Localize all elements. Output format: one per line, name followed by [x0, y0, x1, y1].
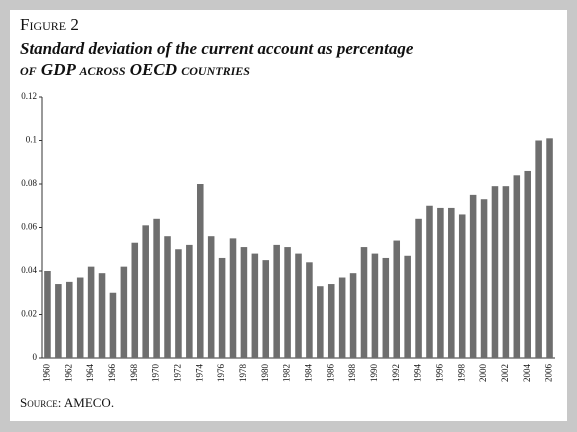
x-tick-label: 1972 [172, 364, 182, 382]
bar [317, 286, 324, 358]
bar [415, 218, 422, 358]
bar [480, 199, 488, 358]
y-tick-label: 0.02 [21, 309, 37, 319]
bar [98, 273, 106, 358]
bar [382, 257, 390, 358]
x-tick-label: 1986 [325, 364, 335, 383]
bar [491, 186, 499, 358]
x-tick-label: 1974 [194, 364, 204, 383]
bar [142, 225, 149, 358]
chart-title: Standard deviation of the current accoun… [20, 39, 414, 58]
bar [448, 207, 455, 358]
bar [153, 218, 160, 358]
y-tick-label: 0 [33, 352, 38, 362]
bar [393, 240, 401, 358]
bar [44, 271, 51, 358]
bar [404, 255, 411, 358]
x-tick-label: 1960 [42, 364, 52, 383]
bar [513, 175, 521, 358]
figure-label: Figure 2 [20, 15, 79, 34]
y-tick-label: 0.12 [21, 91, 37, 101]
x-tick-label: 1988 [347, 364, 357, 383]
y-tick-label: 0.06 [21, 222, 37, 232]
bar [273, 244, 280, 358]
x-tick-label: 2002 [500, 364, 510, 382]
bar [218, 257, 226, 358]
bar [55, 284, 62, 358]
x-tick-label: 2004 [522, 364, 532, 383]
chart-title-line2: of GDP across OECD countries [20, 60, 250, 79]
bar [229, 238, 237, 358]
bar [371, 253, 379, 358]
bar [284, 247, 291, 358]
bar [240, 247, 248, 358]
x-tick-label: 1984 [303, 364, 313, 383]
bar [349, 273, 357, 358]
bar [360, 247, 368, 358]
x-tick-label: 1976 [216, 364, 226, 383]
bar [66, 281, 73, 358]
bar [327, 284, 335, 358]
x-tick-label: 1970 [151, 364, 161, 383]
x-tick-label: 1982 [282, 364, 292, 382]
bar [109, 292, 117, 358]
bar [196, 184, 204, 358]
bar [546, 138, 553, 358]
bar [426, 205, 433, 358]
bar [524, 170, 531, 358]
x-tick-label: 1990 [369, 364, 379, 383]
y-tick-label: 0.1 [26, 135, 37, 145]
x-tick-label: 1994 [413, 364, 423, 383]
x-tick-label: 1996 [434, 364, 444, 383]
x-tick-label: 2006 [544, 364, 554, 383]
bar [458, 214, 466, 358]
y-tick-label: 0.04 [21, 265, 37, 275]
x-tick-label: 1978 [238, 364, 248, 383]
bar [164, 236, 171, 358]
bar [87, 266, 95, 358]
bar [469, 194, 477, 358]
x-tick-label: 1962 [63, 364, 73, 382]
x-tick-label: 1968 [129, 364, 139, 383]
bar [131, 242, 139, 358]
bar [251, 253, 259, 358]
source: Source: AMECO. [20, 395, 114, 410]
bar [262, 260, 270, 358]
x-tick-label: 1966 [107, 364, 117, 383]
bar [535, 140, 542, 358]
bar [207, 236, 215, 358]
bar [120, 266, 128, 358]
y-tick-label: 0.08 [21, 178, 37, 188]
x-tick-label: 1992 [391, 364, 401, 382]
x-tick-label: 1964 [85, 364, 95, 383]
bar [338, 277, 346, 358]
x-tick-label: 2000 [478, 364, 488, 383]
x-tick-label: 1980 [260, 364, 270, 383]
bar [437, 207, 444, 358]
bar [306, 262, 313, 358]
bar [502, 186, 510, 358]
x-tick-label: 1998 [456, 364, 466, 383]
bar [295, 253, 302, 358]
bar [186, 244, 193, 358]
bar [76, 277, 84, 358]
bar [175, 249, 182, 358]
